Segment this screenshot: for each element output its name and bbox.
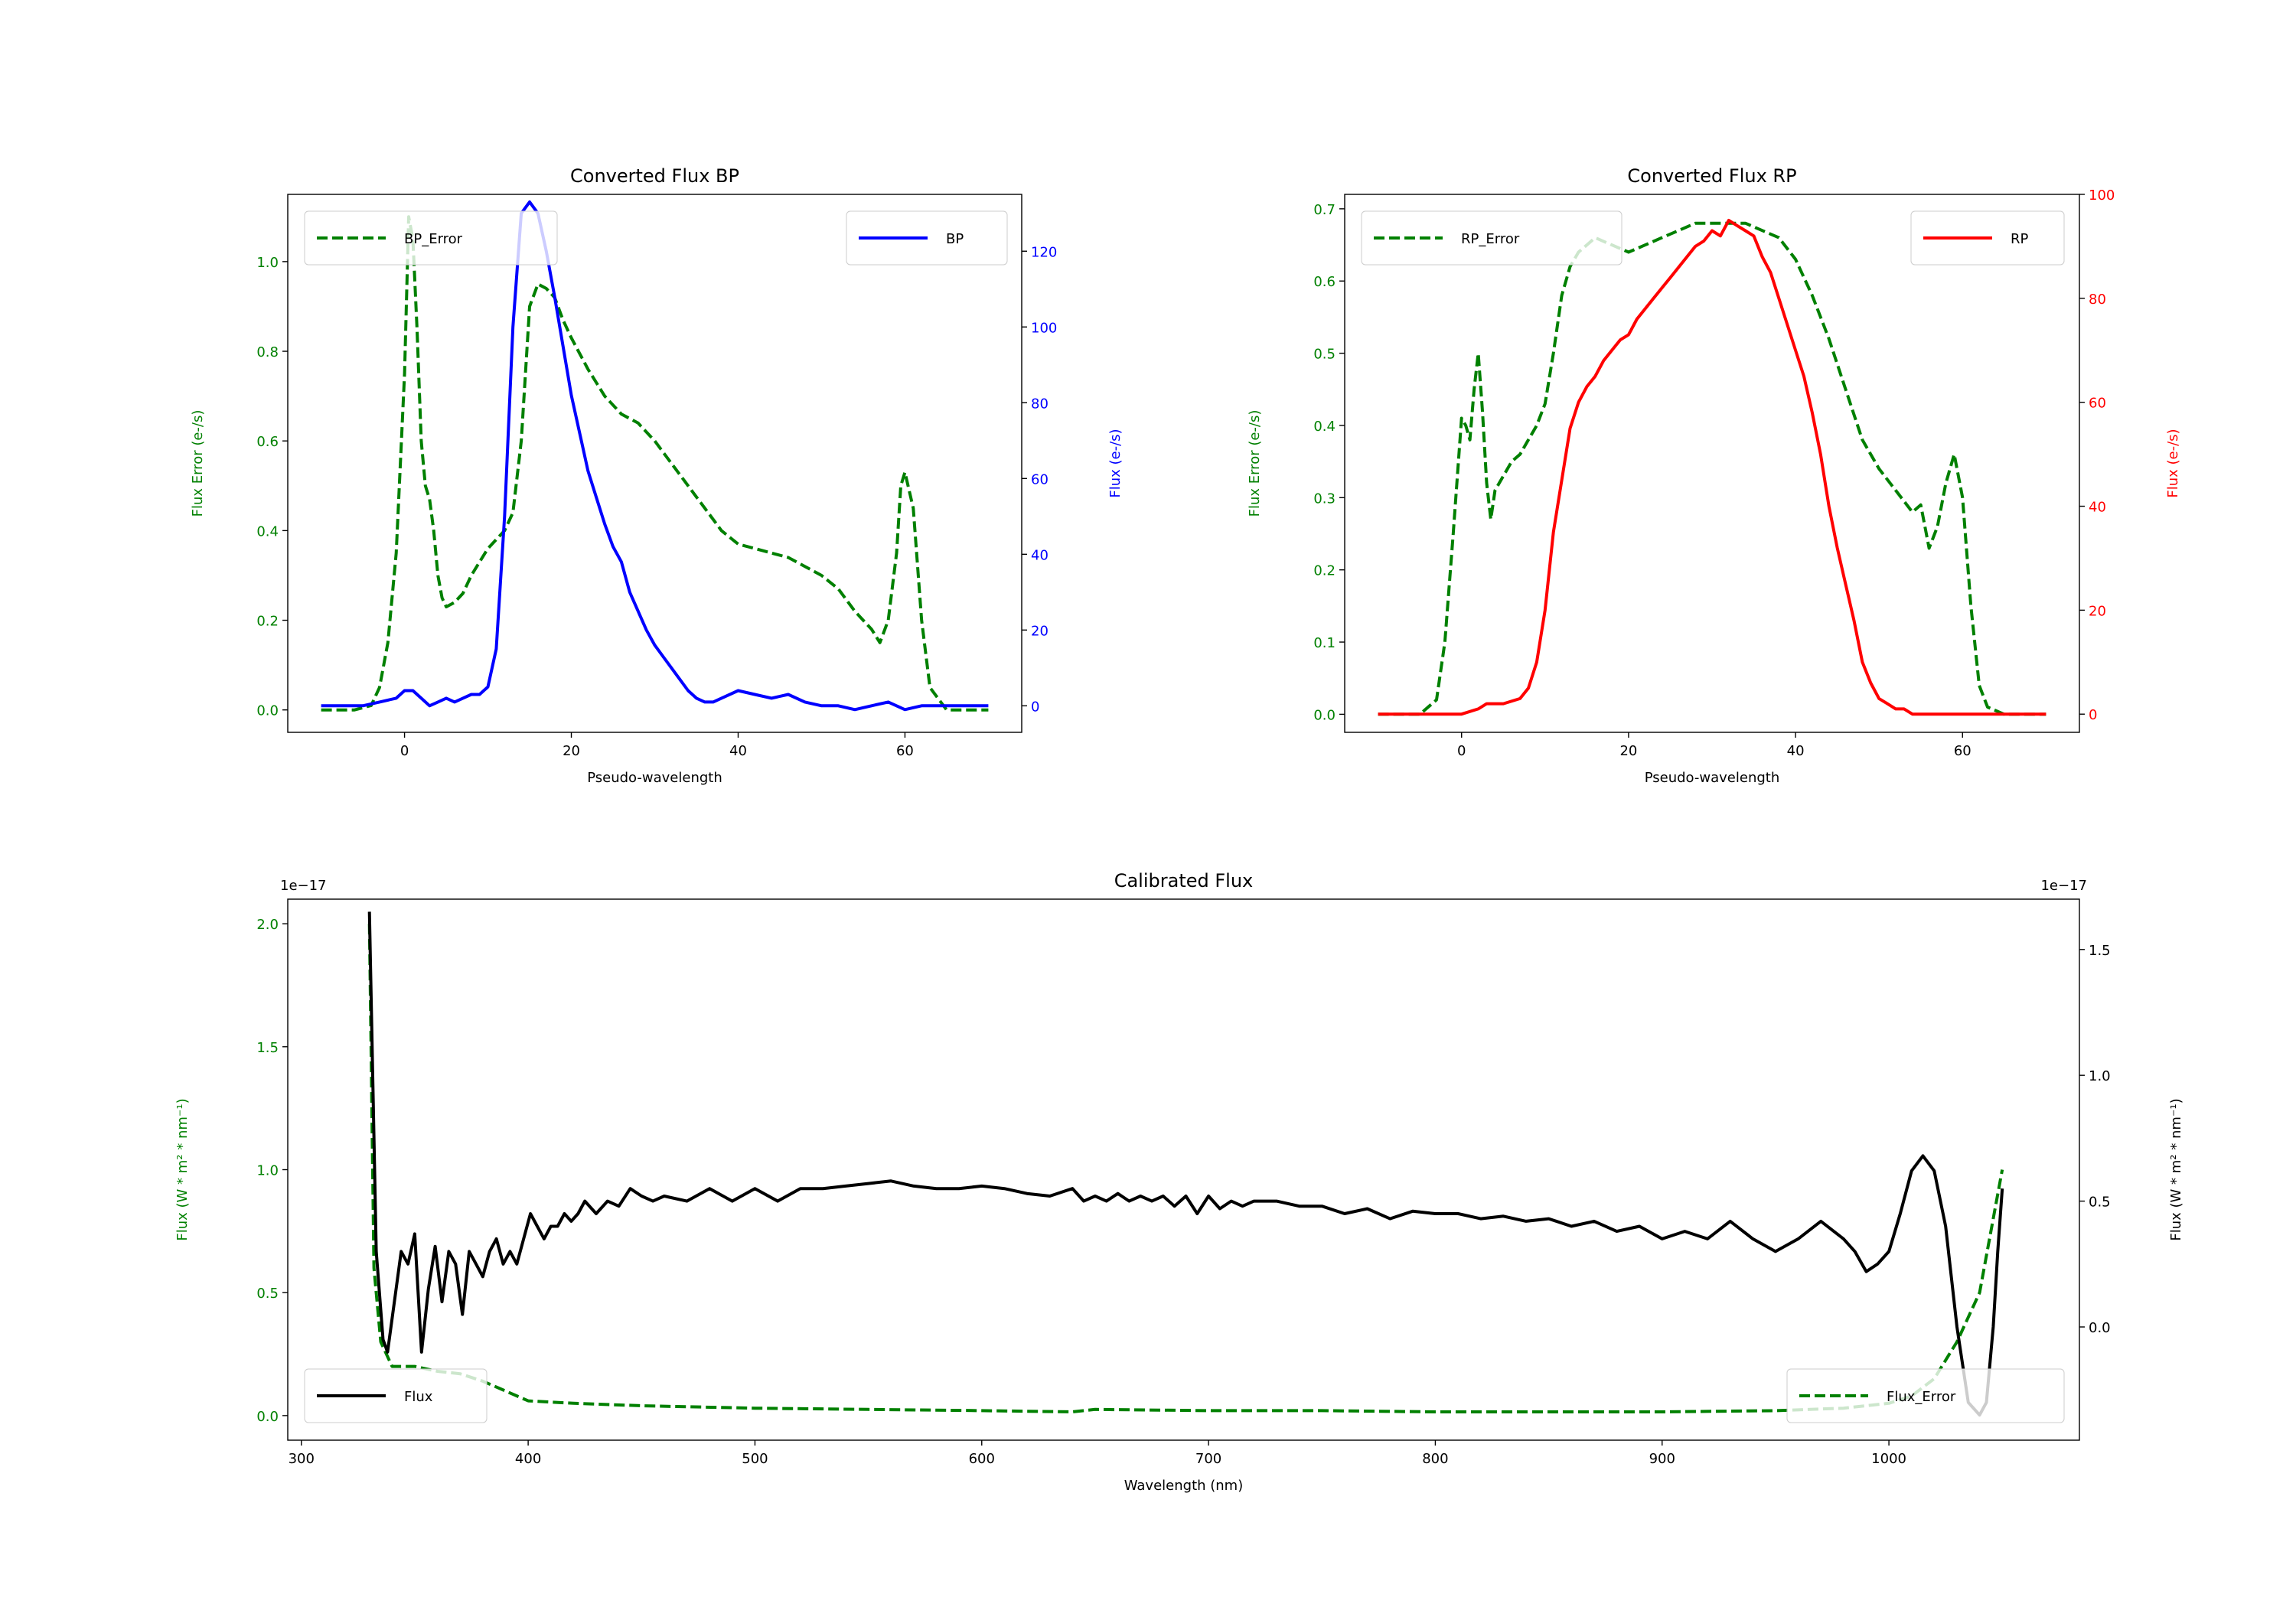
plot-frame [1344,194,2080,733]
x-tick-label: 0 [1457,743,1466,759]
y-right-tick-label: 120 [1031,244,1057,260]
y-right-tick-label: 1.5 [2089,943,2111,959]
x-tick-label: 20 [563,743,580,759]
y-left-tick-label: 0.5 [256,1286,279,1302]
x-tick-label: 700 [1195,1451,1221,1467]
y-right-tick-label: 40 [1031,547,1049,563]
x-tick-label: 1000 [1871,1451,1906,1467]
chart-title: Calibrated Flux [1114,870,1254,892]
y-right-tick-label: 0.0 [2089,1320,2111,1336]
y-right-axis-label: Flux (e-/s) [2165,429,2181,497]
legend-flux-error: Flux_Error [1786,1368,2065,1423]
x-tick-label: 0 [400,743,409,759]
y-left-offset-text: 1e−17 [280,878,327,894]
y-right-tick-label: 100 [2089,187,2115,204]
series-line-flux [367,911,2004,1417]
x-tick-label: 20 [1619,743,1637,759]
y-left-axis-label: Flux (W * m² * nm⁻¹) [174,1098,191,1240]
x-tick-label: 60 [1954,743,1971,759]
y-right-axis-label: Flux (e-/s) [1107,429,1124,497]
legend-flux: RP [1910,210,2065,266]
legend-box [304,210,558,266]
y-left-tick-label: 0.4 [256,523,279,539]
series-line-rp-error [1378,221,2047,716]
x-tick-label: 500 [742,1451,768,1467]
series-line-rp [1378,219,2047,716]
y-right-tick-label: 1.0 [2089,1068,2111,1084]
x-tick-label: 40 [1787,743,1805,759]
y-left-tick-label: 1.5 [256,1040,279,1056]
legend-error: RP_Error [1361,210,1623,266]
y-right-offset-text: 1e−17 [2040,878,2087,894]
legend-label: Flux_Error [1887,1389,1956,1405]
y-left-tick-label: 0.0 [256,703,279,719]
y-left-tick-label: 1.0 [256,255,279,271]
y-left-tick-label: 0.7 [1313,202,1336,218]
x-axis-label: Wavelength (nm) [1124,1478,1244,1494]
series-line-bp-error [321,215,989,712]
legend-label: BP [946,231,964,247]
y-left-tick-label: 0.0 [256,1409,279,1425]
x-tick-label: 800 [1422,1451,1448,1467]
y-left-tick-label: 0.1 [1313,635,1336,651]
legend-flux: BP [846,210,1008,266]
legend-box [1361,210,1623,266]
plot-frame [287,898,2080,1441]
y-left-tick-label: 0.2 [256,614,279,630]
y-right-tick-label: 40 [2089,500,2106,516]
y-right-tick-label: 0 [1031,699,1039,715]
x-axis-label: Pseudo-wavelength [587,770,722,786]
y-left-axis-label: Flux Error (e-/s) [190,410,206,517]
x-tick-label: 900 [1649,1451,1675,1467]
series-line-flux-error [367,924,2004,1413]
legend-label: Flux [404,1389,433,1405]
y-right-tick-label: 80 [1031,396,1049,412]
plot-frame [287,194,1022,733]
y-right-tick-label: 0 [2089,707,2097,723]
x-tick-label: 600 [969,1451,995,1467]
x-tick-label: 300 [289,1451,315,1467]
y-left-tick-label: 0.6 [256,434,279,450]
chart-title: Converted Flux RP [1627,165,1796,187]
series-line-bp [321,200,989,712]
x-tick-label: 40 [729,743,747,759]
y-right-tick-label: 0.5 [2089,1195,2111,1211]
y-left-tick-label: 0.8 [256,344,279,360]
y-right-tick-label: 60 [1031,471,1049,487]
y-left-tick-label: 0.2 [1313,563,1336,579]
legend-label: RP_Error [1461,231,1520,247]
y-left-axis-label: Flux Error (e-/s) [1247,410,1263,517]
x-tick-label: 400 [515,1451,541,1467]
chart-panel-1: 0 20 40 60 0.0 0.2 0.4 0.6 0.8 1.0 0 20 40 60 80 100 120… [190,165,1124,786]
y-left-tick-label: 2.0 [256,917,279,933]
legend-flux: Flux [304,1368,488,1423]
legend-label: RP [2011,231,2029,247]
legend-box [1786,1368,2065,1423]
y-left-tick-label: 0.4 [1313,419,1336,435]
y-right-tick-label: 20 [1031,623,1049,639]
chart-title: Converted Flux BP [570,165,739,187]
y-right-tick-label: 60 [2089,396,2106,412]
y-left-tick-label: 0.5 [1313,347,1336,363]
y-left-tick-label: 0.0 [1313,707,1336,723]
y-left-tick-label: 0.3 [1313,491,1336,507]
chart-panel-3: 300 400 500 600 700 800 900 1000 0.0 0.5 1.0 1.5 2.0… [174,870,2184,1494]
x-axis-label: Pseudo-wavelength [1645,770,1780,786]
y-right-tick-label: 80 [2089,292,2106,308]
y-right-tick-label: 100 [1031,320,1057,336]
chart-panel-2: 0 20 40 60 0.0 0.1 0.2 0.3 0.4 0.5 0.6 0.7 0 20 40 60 80… [1247,165,2181,786]
y-left-tick-label: 0.6 [1313,274,1336,290]
y-right-axis-label: Flux (W * m² * nm⁻¹) [2168,1098,2184,1240]
x-tick-label: 60 [896,743,914,759]
legend-label: BP_Error [404,231,463,247]
y-left-tick-label: 1.0 [256,1163,279,1179]
legend-box [304,1368,488,1423]
legend-error: BP_Error [304,210,558,266]
y-right-tick-label: 20 [2089,603,2106,619]
